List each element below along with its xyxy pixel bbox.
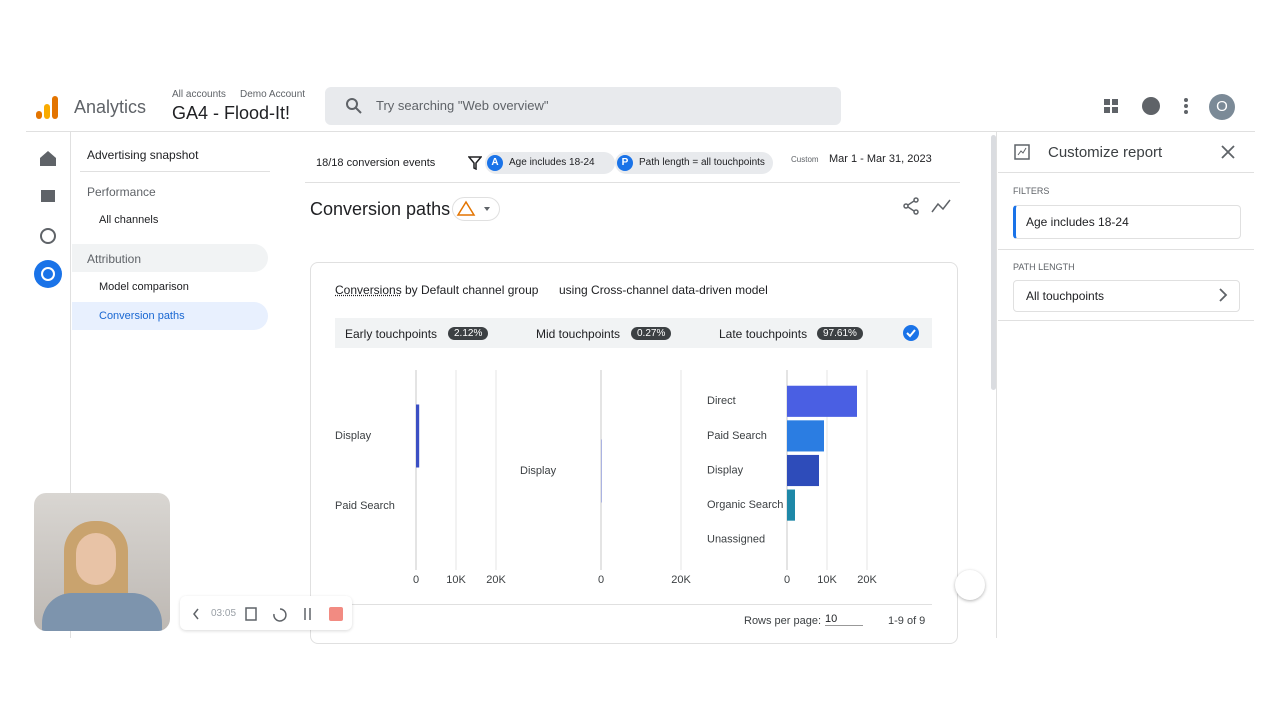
path-length-card[interactable] bbox=[1013, 280, 1240, 312]
header bbox=[26, 82, 1255, 132]
recorder-time: 03:05 bbox=[211, 608, 237, 619]
filter-label: Age includes 18-24 bbox=[1026, 215, 1129, 229]
bar bbox=[787, 385, 857, 417]
nav-item[interactable]: Advertising snapshot bbox=[87, 148, 199, 162]
category-label: Unassigned bbox=[707, 534, 765, 546]
card-dimension[interactable]: by Default channel group bbox=[405, 283, 539, 297]
filter-card[interactable] bbox=[1013, 205, 1241, 239]
divider bbox=[998, 172, 1254, 173]
panel-close[interactable] bbox=[1221, 145, 1235, 159]
divider bbox=[335, 604, 932, 605]
divider bbox=[80, 171, 270, 172]
report-actions[interactable] bbox=[902, 196, 952, 216]
filters-heading: FILTERS bbox=[1013, 186, 1050, 196]
rail-icons[interactable] bbox=[34, 148, 64, 293]
webcam-shirt bbox=[42, 593, 162, 631]
filter-badge: P bbox=[617, 155, 633, 171]
rows-per-page[interactable]: 10 bbox=[825, 613, 863, 626]
chevron bbox=[1219, 288, 1228, 302]
category-label: Display bbox=[707, 464, 744, 476]
divider bbox=[998, 320, 1254, 321]
feedback-button[interactable] bbox=[955, 570, 985, 600]
nav-section[interactable]: Attribution bbox=[87, 252, 142, 266]
stage-name[interactable]: Late touchpoints bbox=[719, 327, 808, 341]
rail bbox=[26, 132, 71, 638]
x-tick-label: 20K bbox=[486, 574, 506, 586]
recorder-controls[interactable] bbox=[190, 604, 350, 624]
x-tick-label: 0 bbox=[784, 574, 790, 586]
card-model[interactable]: using Cross-channel data-driven model bbox=[559, 283, 768, 297]
filter-icon bbox=[468, 156, 482, 170]
pagination: 1-9 of 9 bbox=[888, 615, 926, 627]
search-icon bbox=[346, 98, 362, 114]
category-label: Organic Search bbox=[707, 499, 783, 511]
stage-share: 97.61% bbox=[817, 327, 863, 340]
recorder-bar bbox=[180, 596, 352, 630]
stage-share: 0.27% bbox=[631, 327, 672, 340]
filter-badge: A bbox=[487, 155, 503, 171]
app-name: Analytics bbox=[74, 97, 147, 117]
events-selector[interactable]: 18/18 conversion events bbox=[316, 157, 436, 169]
category-label: Direct bbox=[707, 395, 736, 407]
stage-name[interactable]: Mid touchpoints bbox=[536, 327, 621, 341]
x-tick-label: 20K bbox=[857, 574, 877, 586]
warning-chip[interactable] bbox=[452, 197, 500, 221]
divider bbox=[998, 249, 1254, 250]
webcam-face bbox=[76, 533, 116, 585]
stage-check[interactable] bbox=[903, 325, 919, 341]
bar bbox=[787, 454, 819, 487]
header-icons[interactable] bbox=[1102, 96, 1197, 118]
report-title: Conversion paths bbox=[310, 199, 451, 219]
category-label: Paid Search bbox=[335, 500, 395, 512]
card bbox=[310, 262, 958, 644]
category-label: Display bbox=[520, 465, 557, 477]
x-tick-label: 10K bbox=[817, 574, 837, 586]
filter-chip-label: Age includes 18-24 bbox=[509, 157, 595, 168]
property-selector[interactable]: GA4 - Flood-It! bbox=[172, 103, 291, 123]
panel-title: Customize report bbox=[1048, 144, 1163, 161]
panel bbox=[996, 132, 1256, 638]
date-label: Custom bbox=[791, 155, 819, 164]
nav-active-bg bbox=[72, 302, 268, 330]
bar bbox=[787, 489, 795, 521]
breadcrumb-root[interactable]: All accounts bbox=[172, 89, 226, 100]
nav-item-active[interactable]: Conversion paths bbox=[99, 310, 185, 322]
date-range[interactable]: Mar 1 - Mar 31, 2023 bbox=[829, 153, 932, 165]
path-length-value: All touchpoints bbox=[1026, 289, 1105, 303]
divider bbox=[305, 182, 960, 183]
path-length-heading: PATH LENGTH bbox=[1013, 262, 1075, 272]
x-tick-label: 0 bbox=[413, 574, 419, 586]
search-placeholder: Try searching "Web overview" bbox=[376, 98, 549, 113]
nav-section[interactable]: Performance bbox=[87, 185, 156, 199]
search-box[interactable] bbox=[325, 87, 841, 125]
category-label: Display bbox=[335, 430, 372, 442]
filter-chip-label: Path length = all touchpoints bbox=[639, 157, 765, 168]
panel-icon bbox=[1014, 144, 1030, 160]
rows-per-page-label: Rows per page: bbox=[744, 615, 822, 627]
x-tick-label: 20K bbox=[671, 574, 691, 586]
nav-item[interactable]: All channels bbox=[99, 214, 159, 226]
scrollbar bbox=[991, 135, 996, 390]
category-label: Paid Search bbox=[707, 430, 767, 442]
logo bbox=[36, 96, 58, 119]
x-tick-label: 10K bbox=[446, 574, 466, 586]
avatar[interactable]: O bbox=[1209, 94, 1235, 120]
breadcrumb-account[interactable]: Demo Account bbox=[240, 89, 306, 100]
filter-chip-a[interactable] bbox=[485, 152, 615, 174]
bar bbox=[416, 404, 420, 468]
nav-item[interactable]: Model comparison bbox=[99, 281, 189, 293]
x-tick-label: 0 bbox=[598, 574, 604, 586]
stage-name[interactable]: Early touchpoints bbox=[345, 327, 438, 341]
card-metric[interactable]: Conversions bbox=[335, 283, 402, 297]
nav-section-bg bbox=[72, 244, 268, 272]
webcam bbox=[34, 493, 170, 631]
filter-chip-p[interactable] bbox=[615, 152, 773, 174]
stage-share: 2.12% bbox=[448, 327, 489, 340]
bar bbox=[787, 420, 824, 452]
